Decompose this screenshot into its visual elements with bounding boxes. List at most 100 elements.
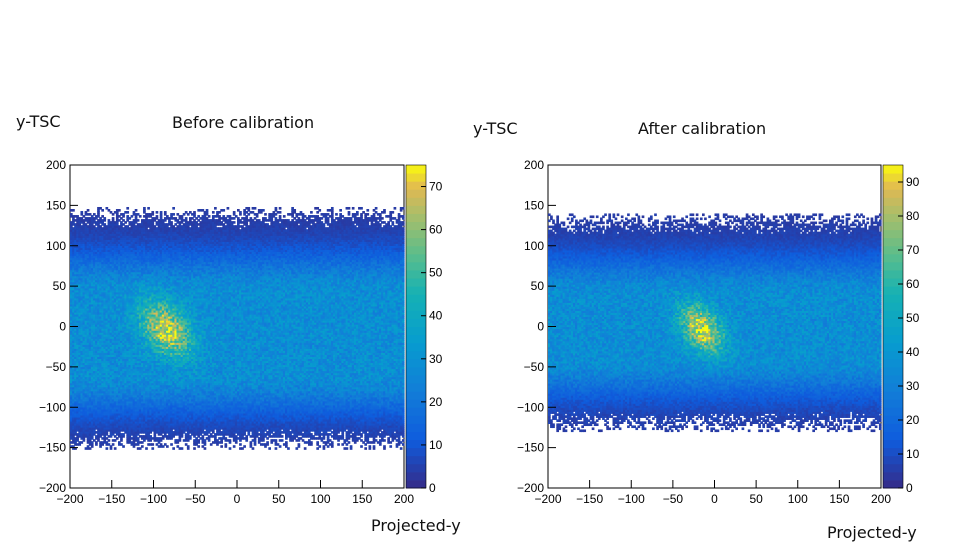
heatmap-cell	[80, 429, 84, 432]
heatmap-cell	[84, 416, 88, 420]
heatmap-cell	[205, 433, 209, 436]
heatmap-cell	[78, 410, 82, 414]
heatmap-cell	[335, 420, 338, 424]
heatmap-cell	[322, 418, 326, 422]
heatmap-cell	[197, 439, 201, 442]
heatmap-cell	[126, 423, 130, 426]
heatmap-cell	[270, 416, 274, 420]
heatmap-cell	[174, 439, 178, 442]
heatmap-cell	[299, 425, 303, 428]
heatmap-cell	[234, 441, 238, 444]
heatmap-cell	[74, 423, 77, 426]
heatmap-cell	[155, 443, 159, 446]
heatmap-cell	[151, 410, 155, 414]
heatmap-cell	[109, 418, 113, 422]
heatmap-cell	[199, 429, 203, 432]
heatmap-cell	[272, 435, 276, 438]
heatmap-cell	[249, 420, 253, 424]
heatmap-cell	[351, 435, 355, 438]
heatmap-cell	[101, 414, 104, 418]
heatmap-cell	[335, 429, 338, 432]
heatmap-cell	[95, 414, 98, 418]
heatmap-cell	[351, 439, 355, 442]
heatmap-cell	[120, 416, 123, 420]
heatmap-cell	[161, 431, 165, 434]
heatmap-cell	[262, 433, 265, 436]
heatmap-cell	[343, 441, 347, 444]
heatmap-cell	[197, 435, 201, 438]
heatmap-cell	[145, 425, 148, 428]
heatmap-cell	[182, 439, 186, 442]
heatmap-cell	[297, 443, 301, 446]
heatmap-cell	[191, 423, 194, 426]
heatmap-cell	[228, 429, 232, 432]
heatmap-cell	[70, 429, 73, 432]
heatmap-cell	[245, 416, 249, 420]
heatmap-cell	[381, 435, 384, 438]
heatmap-cell	[362, 425, 365, 428]
heatmap-cell	[76, 443, 79, 446]
heatmap-cell	[289, 437, 292, 440]
heatmap-cell	[222, 416, 226, 420]
heatmap-cell	[95, 410, 98, 414]
heatmap-cell	[397, 425, 401, 428]
heatmap-cell	[132, 429, 136, 432]
heatmap-cell	[111, 423, 115, 426]
heatmap-cell	[335, 437, 338, 440]
heatmap-cell	[211, 412, 215, 416]
heatmap-cell	[97, 418, 100, 422]
heatmap-cell	[97, 410, 100, 414]
heatmap-cell	[216, 416, 219, 420]
heatmap-cell	[241, 425, 244, 428]
heatmap-cell	[278, 445, 282, 448]
heatmap-cell	[368, 418, 372, 422]
heatmap-cell	[80, 416, 84, 420]
heatmap-cell	[368, 425, 372, 428]
heatmap-cell	[95, 441, 98, 444]
heatmap-cell	[391, 425, 395, 428]
heatmap-cell	[103, 435, 107, 438]
heatmap-cell	[195, 418, 198, 422]
heatmap-cell	[395, 435, 399, 438]
heatmap-cell	[387, 423, 390, 426]
heatmap-cell	[270, 441, 274, 444]
heatmap-cell	[118, 410, 121, 414]
heatmap-cell	[278, 427, 282, 430]
heatmap-cell	[209, 427, 213, 430]
heatmap-cell	[372, 437, 376, 440]
heatmap-cell	[105, 425, 109, 428]
heatmap-cell	[234, 431, 238, 434]
heatmap-cell	[122, 433, 125, 436]
heatmap-cell	[232, 423, 236, 426]
heatmap-cell	[316, 429, 320, 432]
heatmap-cell	[211, 427, 215, 430]
heatmap-cell	[291, 427, 294, 430]
heatmap-cell	[397, 416, 401, 420]
heatmap-cell	[88, 439, 92, 442]
heatmap-cell	[197, 414, 201, 418]
heatmap-cell	[345, 431, 349, 434]
heatmap-cell	[188, 416, 192, 420]
heatmap-cell	[372, 441, 376, 444]
heatmap-cell	[395, 443, 399, 446]
heatmap-cell	[180, 423, 184, 426]
heatmap-cell	[145, 423, 148, 426]
heatmap-cell	[307, 427, 311, 430]
heatmap-cell	[103, 420, 107, 424]
heatmap-cell	[245, 420, 249, 424]
heatmap-cell	[86, 414, 90, 418]
heatmap-cell	[209, 433, 213, 436]
heatmap-cell	[341, 443, 345, 446]
heatmap-cell	[186, 429, 190, 432]
heatmap-cell	[193, 414, 196, 418]
heatmap-cell	[307, 423, 311, 426]
heatmap-cell	[337, 435, 340, 438]
heatmap-cell	[222, 431, 226, 434]
heatmap-cell	[186, 410, 190, 414]
heatmap-cell	[72, 414, 75, 418]
heatmap-cell	[134, 425, 138, 428]
heatmap-cell	[349, 418, 353, 422]
heatmap-cell	[287, 435, 290, 438]
heatmap-cell	[285, 418, 288, 422]
heatmap-cell	[307, 439, 311, 442]
